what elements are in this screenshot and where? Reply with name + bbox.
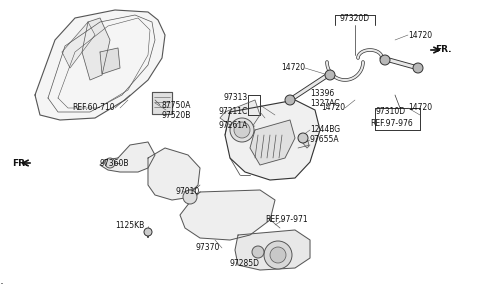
- Text: 97010: 97010: [175, 187, 199, 197]
- Text: 1244BG: 1244BG: [310, 126, 340, 135]
- Text: 13396: 13396: [310, 89, 334, 97]
- Circle shape: [183, 190, 197, 204]
- Text: 14720: 14720: [408, 103, 432, 112]
- Circle shape: [298, 133, 308, 143]
- Polygon shape: [180, 190, 275, 240]
- Polygon shape: [235, 230, 310, 270]
- Text: 97285D: 97285D: [230, 260, 260, 268]
- Circle shape: [105, 158, 115, 168]
- Text: 97313: 97313: [224, 93, 248, 103]
- Text: 14720: 14720: [321, 103, 345, 112]
- Polygon shape: [152, 92, 172, 114]
- Circle shape: [285, 95, 295, 105]
- Text: 87750A: 87750A: [162, 101, 192, 110]
- Text: 97655A: 97655A: [310, 135, 340, 145]
- Polygon shape: [82, 18, 110, 80]
- Circle shape: [270, 247, 286, 263]
- Text: REF.60-710: REF.60-710: [72, 103, 115, 112]
- Polygon shape: [225, 100, 320, 180]
- Polygon shape: [250, 120, 295, 165]
- Polygon shape: [35, 10, 165, 120]
- Polygon shape: [100, 142, 155, 172]
- Text: 14720: 14720: [408, 30, 432, 39]
- Text: 14720: 14720: [281, 64, 305, 72]
- Text: 97520B: 97520B: [162, 110, 192, 120]
- Circle shape: [380, 55, 390, 65]
- Circle shape: [264, 241, 292, 269]
- Polygon shape: [148, 148, 200, 200]
- Text: REF.97-976: REF.97-976: [370, 120, 413, 128]
- Text: FR.: FR.: [435, 45, 452, 55]
- Text: 97310D: 97310D: [375, 108, 405, 116]
- Circle shape: [252, 246, 264, 258]
- Text: 1125KB: 1125KB: [115, 222, 144, 231]
- Circle shape: [234, 122, 250, 138]
- Text: REF.97-971: REF.97-971: [265, 216, 308, 224]
- Polygon shape: [302, 141, 309, 148]
- Text: 97370: 97370: [195, 243, 219, 252]
- Circle shape: [325, 70, 335, 80]
- Text: FR.: FR.: [12, 158, 28, 168]
- Text: 97320D: 97320D: [340, 14, 370, 23]
- Text: 97261A: 97261A: [218, 122, 248, 131]
- Text: 97211C: 97211C: [219, 108, 248, 116]
- Text: 1327AC: 1327AC: [310, 99, 340, 108]
- Circle shape: [230, 118, 254, 142]
- Polygon shape: [62, 22, 95, 68]
- Polygon shape: [220, 100, 260, 130]
- Text: 97360B: 97360B: [100, 158, 130, 168]
- Circle shape: [413, 63, 423, 73]
- Polygon shape: [100, 48, 120, 74]
- Circle shape: [144, 228, 152, 236]
